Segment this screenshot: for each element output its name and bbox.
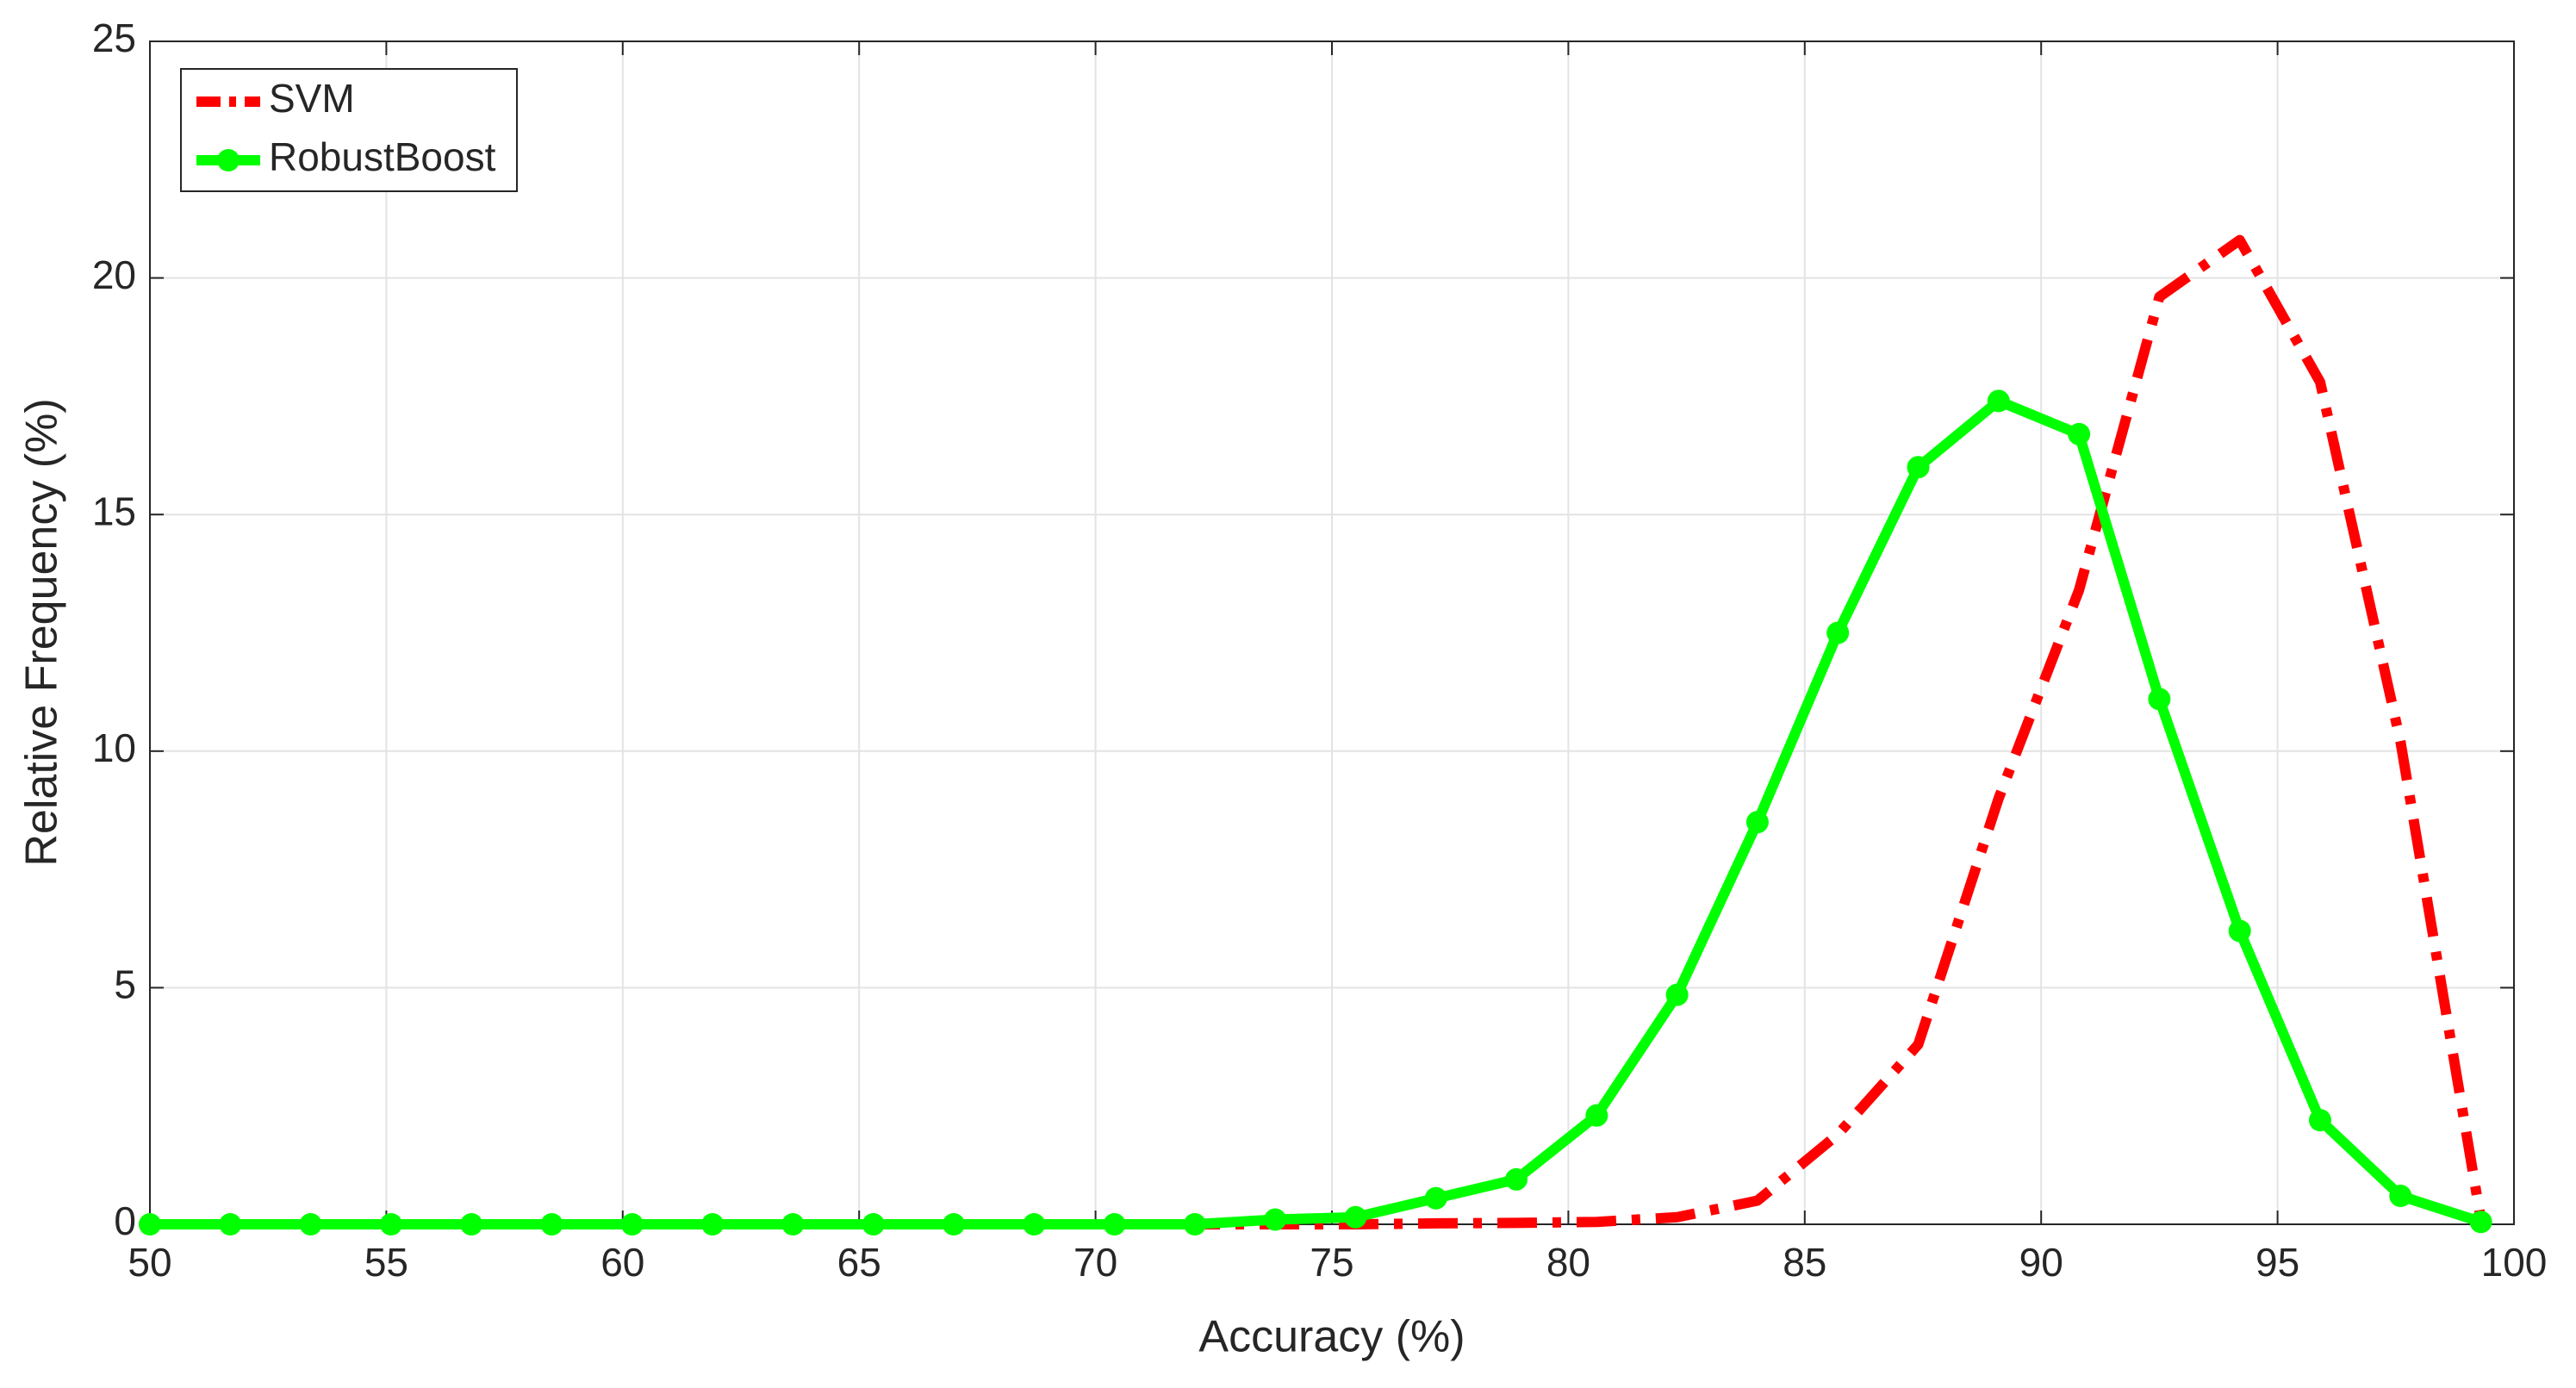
y-tick-label: 20	[92, 252, 136, 297]
series-line	[150, 395, 2483, 1229]
series-marker	[862, 1213, 885, 1236]
series-marker	[2068, 422, 2091, 445]
series-marker	[1907, 456, 1930, 479]
series-marker	[2308, 1109, 2331, 1132]
legend-label: RobustBoost	[269, 134, 496, 179]
x-tick-label: 90	[2019, 1240, 2063, 1285]
x-tick-label: 95	[2256, 1240, 2299, 1285]
series-marker	[1344, 1205, 1367, 1229]
series-marker	[460, 1213, 483, 1236]
series-marker	[1183, 1213, 1206, 1236]
series-marker	[1585, 1104, 1608, 1127]
x-tick-label: 60	[600, 1240, 644, 1285]
y-tick-label: 25	[92, 16, 136, 60]
series-marker	[1665, 983, 1689, 1006]
plot-frame	[149, 40, 2515, 1225]
x-tick-label: 80	[1546, 1240, 1590, 1285]
x-tick-label: 55	[364, 1240, 408, 1285]
y-tick-label: 15	[92, 489, 136, 533]
series-marker	[1023, 1213, 1046, 1236]
series-marker	[1505, 1167, 1528, 1191]
y-tick-label: 10	[92, 725, 136, 770]
y-tick-label: 5	[114, 962, 136, 1007]
series-marker	[781, 1213, 805, 1236]
x-tick-label: 85	[1783, 1240, 1826, 1285]
legend-marker	[217, 149, 240, 171]
x-tick-label: 50	[128, 1240, 171, 1285]
y-axis-label: Relative Frequency (%)	[17, 398, 67, 866]
x-tick-label: 100	[2481, 1240, 2548, 1285]
series-marker	[1424, 1186, 1447, 1210]
series-line	[150, 234, 2486, 1229]
x-tick-label: 65	[837, 1240, 881, 1285]
series-marker	[1745, 811, 1769, 834]
y-tick-label: 0	[114, 1198, 136, 1243]
series-marker	[1987, 389, 2010, 413]
x-tick-label: 70	[1073, 1240, 1117, 1285]
legend-label: SVM	[269, 76, 355, 121]
series-marker	[139, 1213, 161, 1236]
x-axis-label: Accuracy (%)	[1198, 1312, 1465, 1362]
series-marker	[2469, 1211, 2492, 1234]
series-marker	[701, 1213, 725, 1236]
series-marker	[299, 1213, 322, 1236]
x-tick-label: 75	[1310, 1240, 1353, 1285]
series-marker	[379, 1213, 402, 1236]
series-marker	[2389, 1185, 2412, 1208]
series-marker	[1103, 1213, 1126, 1236]
series-marker	[540, 1213, 563, 1236]
series-marker	[620, 1213, 644, 1236]
series-marker	[942, 1213, 965, 1236]
series-marker	[1826, 621, 1850, 644]
series-marker	[2228, 919, 2251, 943]
series-marker	[1264, 1208, 1287, 1231]
legend-box	[180, 68, 518, 192]
series-marker	[2148, 688, 2171, 711]
series-marker	[219, 1213, 242, 1236]
